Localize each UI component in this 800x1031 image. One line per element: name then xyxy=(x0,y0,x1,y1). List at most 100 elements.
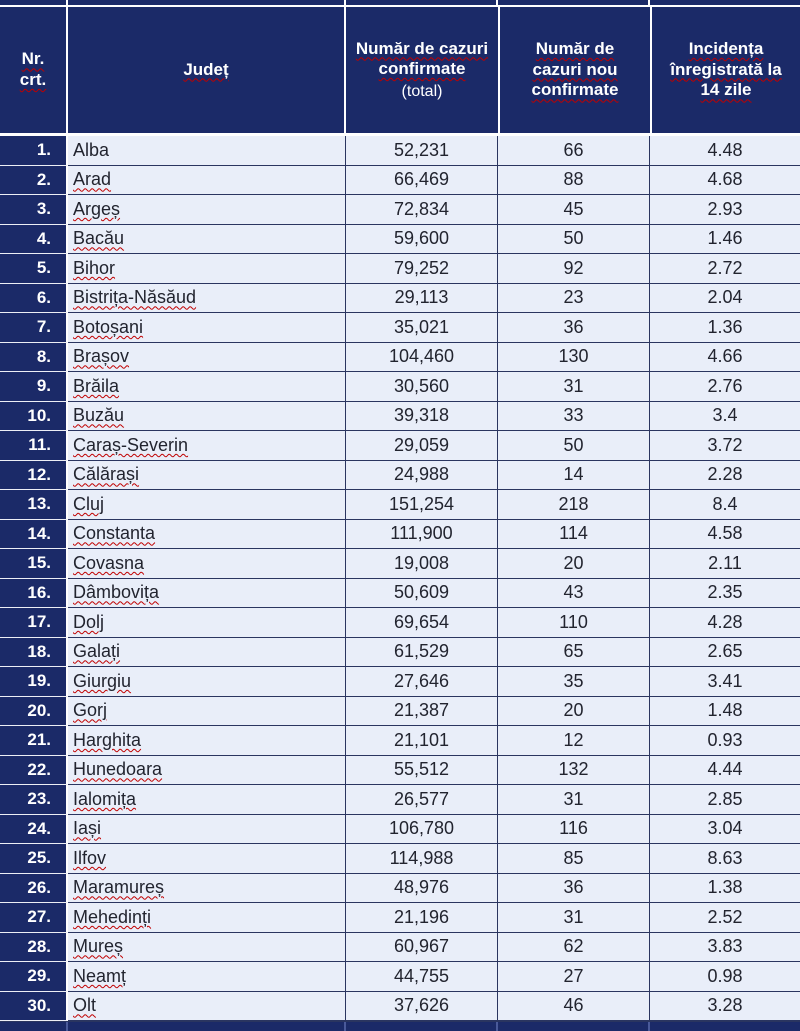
total-cases-cell: 52,231 xyxy=(346,136,498,166)
incidence-cell: 4.68 xyxy=(650,165,800,195)
table-row: 11. Caraș-Severin 29,059 50 3.72 xyxy=(0,431,800,461)
new-cases-cell: 31 xyxy=(498,372,650,402)
new-cases-cell: 20 xyxy=(498,696,650,726)
table-row: 27. Mehedinți 21,196 31 2.52 xyxy=(0,903,800,933)
row-number-cell: 29. xyxy=(0,962,68,992)
total-cases-cell: 29,059 xyxy=(346,431,498,461)
row-number-cell: 14. xyxy=(0,519,68,549)
incidence-cell: 0.93 xyxy=(650,726,800,756)
incidence-cell: 1.38 xyxy=(650,873,800,903)
county-label: Constanta xyxy=(73,523,156,544)
total-cases-cell: 21,387 xyxy=(346,696,498,726)
sliver-segment xyxy=(0,0,66,5)
row-number-cell: 27. xyxy=(0,903,68,933)
row-number-cell: 3. xyxy=(0,195,68,225)
header-cell-nr: Nr. crt. xyxy=(0,7,68,133)
sliver-segment xyxy=(346,1022,496,1031)
table-row: 12. Călărași 24,988 14 2.28 xyxy=(0,460,800,490)
new-cases-cell: 12 xyxy=(498,726,650,756)
column-divider-tick xyxy=(496,1022,498,1031)
row-number-cell: 25. xyxy=(0,844,68,874)
county-cell: Brașov xyxy=(68,342,346,372)
county-cell: Dolj xyxy=(68,608,346,638)
county-label: Giurgiu xyxy=(73,670,132,691)
row-number-cell: 26. xyxy=(0,873,68,903)
table-row: 23. Ialomița 26,577 31 2.85 xyxy=(0,785,800,815)
table-row: 5. Bihor 79,252 92 2.72 xyxy=(0,254,800,284)
table-row: 16. Dâmbovița 50,609 43 2.35 xyxy=(0,578,800,608)
sliver-segment xyxy=(68,1022,344,1031)
new-cases-cell: 110 xyxy=(498,608,650,638)
new-cases-cell: 43 xyxy=(498,578,650,608)
new-cases-cell: 50 xyxy=(498,431,650,461)
county-cell: Ialomița xyxy=(68,785,346,815)
table-row: 30. Olt 37,626 46 3.28 xyxy=(0,991,800,1021)
total-cases-cell: 21,196 xyxy=(346,903,498,933)
county-cell: Argeș xyxy=(68,195,346,225)
column-divider-tick xyxy=(66,0,68,5)
table-row: 7. Botoșani 35,021 36 1.36 xyxy=(0,313,800,343)
incidence-cell: 4.44 xyxy=(650,755,800,785)
sliver-segment xyxy=(346,0,496,5)
new-cases-cell: 132 xyxy=(498,755,650,785)
table-row: 15. Covasna 19,008 20 2.11 xyxy=(0,549,800,579)
sliver-segment xyxy=(498,1022,648,1031)
total-cases-cell: 55,512 xyxy=(346,755,498,785)
county-cell: Maramureș xyxy=(68,873,346,903)
total-cases-cell: 79,252 xyxy=(346,254,498,284)
incidence-cell: 4.66 xyxy=(650,342,800,372)
sliver-segment xyxy=(498,0,648,5)
total-cases-cell: 104,460 xyxy=(346,342,498,372)
county-cell: Bacău xyxy=(68,224,346,254)
county-cell: Mehedinți xyxy=(68,903,346,933)
table-row: 19. Giurgiu 27,646 35 3.41 xyxy=(0,667,800,697)
new-cases-cell: 88 xyxy=(498,165,650,195)
row-number-cell: 12. xyxy=(0,460,68,490)
county-label: Maramureș xyxy=(73,877,165,898)
incidence-cell: 3.04 xyxy=(650,814,800,844)
new-cases-cell: 36 xyxy=(498,313,650,343)
incidence-cell: 2.28 xyxy=(650,460,800,490)
sliver-segment xyxy=(68,0,344,5)
county-label: Călărași xyxy=(73,464,140,485)
table-header: Nr. crt. Județ Număr de cazuri confirmat… xyxy=(0,7,800,133)
new-cases-cell: 65 xyxy=(498,637,650,667)
header-cell-new-cases: Număr de cazuri nou confirmate xyxy=(500,7,652,133)
total-cases-cell: 19,008 xyxy=(346,549,498,579)
row-number-cell: 13. xyxy=(0,490,68,520)
column-divider-tick xyxy=(648,1022,650,1031)
county-cell: Constanta xyxy=(68,519,346,549)
new-cases-cell: 35 xyxy=(498,667,650,697)
total-cases-cell: 111,900 xyxy=(346,519,498,549)
new-cases-cell: 92 xyxy=(498,254,650,284)
incidence-cell: 8.4 xyxy=(650,490,800,520)
column-divider-tick xyxy=(344,1022,346,1031)
table-row: 13. Cluj 151,254 218 8.4 xyxy=(0,490,800,520)
county-cell: Arad xyxy=(68,165,346,195)
incidence-cell: 2.72 xyxy=(650,254,800,284)
total-cases-cell: 114,988 xyxy=(346,844,498,874)
incidence-cell: 1.48 xyxy=(650,696,800,726)
new-cases-cell: 20 xyxy=(498,549,650,579)
total-cases-cell: 24,988 xyxy=(346,460,498,490)
row-number-cell: 15. xyxy=(0,549,68,579)
table-row: 26. Maramureș 48,976 36 1.38 xyxy=(0,873,800,903)
total-cases-cell: 29,113 xyxy=(346,283,498,313)
county-label: Hunedoara xyxy=(73,759,163,780)
column-divider-tick xyxy=(66,1022,68,1031)
row-number-cell: 7. xyxy=(0,313,68,343)
row-number-cell: 30. xyxy=(0,991,68,1021)
table-row: 1. Alba 52,231 66 4.48 xyxy=(0,136,800,166)
header-label-nr: Nr. crt. xyxy=(19,49,47,89)
county-label: Bihor xyxy=(73,257,116,278)
row-number-cell: 2. xyxy=(0,165,68,195)
row-number-cell: 5. xyxy=(0,254,68,284)
county-cell: Călărași xyxy=(68,460,346,490)
table-row: 2. Arad 66,469 88 4.68 xyxy=(0,165,800,195)
county-cell: Olt xyxy=(68,991,346,1021)
incidence-cell: 2.85 xyxy=(650,785,800,815)
table-row: 3. Argeș 72,834 45 2.93 xyxy=(0,195,800,225)
header-cell-incidence: Incidența înregistrată la 14 zile xyxy=(652,7,800,133)
county-cell: Brăila xyxy=(68,372,346,402)
header-label-judet: Județ xyxy=(183,59,229,79)
